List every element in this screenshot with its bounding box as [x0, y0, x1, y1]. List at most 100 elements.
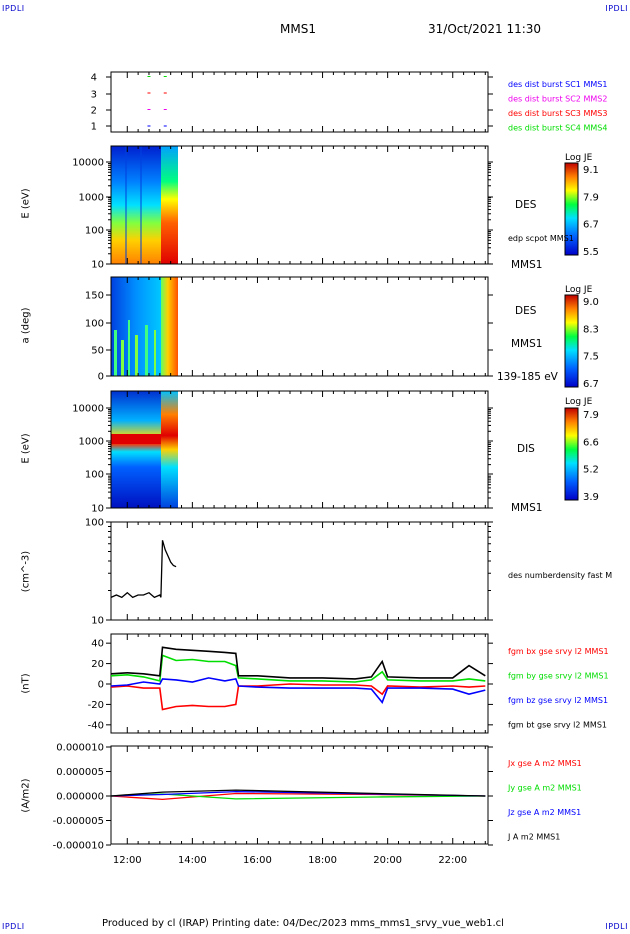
- des-pitch-spacecraft-label: MMS1: [511, 338, 543, 350]
- y-tick-label: 0.000005: [56, 767, 104, 778]
- x-tick-label: 20:00: [373, 855, 402, 866]
- dis-energy-colorbar-title: Log JE: [565, 397, 593, 407]
- density-series-label: des numberdensity fast M: [508, 571, 613, 580]
- x-tick-label: 14:00: [178, 855, 207, 866]
- footer-info: Produced by cl (IRAP) Printing date: 04/…: [102, 918, 504, 929]
- x-tick-label: 22:00: [438, 855, 467, 866]
- y-title-dis-energy: E (eV): [20, 433, 32, 464]
- y-tick-label: 100: [85, 319, 104, 330]
- colorbar-tick-label: 7.9: [583, 410, 599, 421]
- y-tick-label: -20: [88, 700, 104, 711]
- y-tick-label: 10: [91, 260, 104, 271]
- y-tick-label: 150: [85, 291, 104, 302]
- bfield-line: [110, 677, 486, 704]
- colorbar-tick-label: 8.3: [583, 324, 599, 335]
- y-tick-label: 40: [91, 639, 104, 650]
- y-tick-label: -40: [88, 720, 104, 731]
- y-tick-label: 100: [85, 470, 104, 481]
- des-energy-colorbar-title: Log JE: [565, 153, 593, 163]
- y-title-magnetic-field: (nT): [20, 673, 32, 694]
- y-tick-label: -0.000005: [53, 816, 104, 827]
- bfield-legend-entry: fgm bx gse srvy l2 MMS1: [508, 647, 609, 656]
- y-tick-label: 3: [91, 90, 97, 101]
- des-pitch-spectrogram: [111, 277, 178, 376]
- colorbar-tick-label: 9.1: [583, 165, 599, 176]
- colorbar: [564, 407, 579, 501]
- density-line: [110, 540, 177, 599]
- y-tick-label: 50: [91, 346, 104, 357]
- y-tick-label: 1: [91, 122, 97, 133]
- y-tick-label: 0: [98, 680, 104, 691]
- y-tick-label: 10000: [72, 158, 104, 169]
- colorbar-tick-label: 6.7: [583, 379, 599, 390]
- colorbar-tick-label: 5.2: [583, 465, 599, 476]
- y-tick-label: 0.000010: [56, 743, 104, 754]
- colorbar-tick-label: 6.6: [583, 437, 599, 448]
- des-pitch-energy-range-label: 139-185 eV: [497, 371, 558, 383]
- y-tick-label: 10000: [72, 404, 104, 415]
- y-title-des-pitch: a (deg): [20, 307, 32, 344]
- burst-legend-entry: des dist burst SC4 MMS4: [508, 124, 607, 133]
- panel-frame: [110, 745, 489, 845]
- colorbar-tick-label: 5.5: [583, 247, 599, 258]
- des-energy-spectrogram: [111, 146, 178, 264]
- panel-frame: [110, 145, 489, 265]
- y-tick-label: 20: [91, 659, 104, 670]
- y-title-density: (cm^-3): [20, 550, 32, 593]
- y-tick-label: 0: [98, 372, 104, 383]
- des-energy-instrument-label: DES: [515, 199, 537, 211]
- bfield-line: [110, 646, 486, 680]
- burst-legend-entry: des dist burst SC1 MMS1: [508, 80, 607, 89]
- colorbar-tick-label: 7.9: [583, 192, 599, 203]
- y-tick-label: 10: [91, 616, 104, 627]
- des-pitch-colorbar-title: Log JE: [565, 285, 593, 295]
- current-line: [110, 789, 486, 797]
- y-title-current-density: (A/m2): [20, 778, 32, 813]
- panel-frame: [110, 71, 489, 133]
- panel-frame: [110, 521, 489, 621]
- dis-energy-instrument-label: DIS: [517, 443, 535, 455]
- colorbar: [564, 162, 579, 256]
- y-tick-label: 100: [85, 518, 104, 529]
- corner-label-top-right: IPDLI: [605, 4, 628, 13]
- des-pitch-instrument-label: DES: [515, 305, 537, 317]
- y-tick-label: 1000: [79, 437, 104, 448]
- x-tick-label: 12:00: [113, 855, 142, 866]
- colorbar-tick-label: 7.5: [583, 352, 599, 363]
- burst-legend-entry: des dist burst SC2 MMS2: [508, 95, 607, 104]
- corner-label-bottom-left: IPDLI: [2, 922, 25, 931]
- colorbar-tick-label: 9.0: [583, 297, 599, 308]
- current-legend-entry: Jx gse A m2 MMS1: [507, 759, 582, 768]
- colorbar-tick-label: 6.7: [583, 220, 599, 231]
- current-legend-entry: Jz gse A m2 MMS1: [507, 808, 581, 817]
- y-tick-label: 10: [91, 504, 104, 515]
- y-tick-label: 4: [91, 73, 97, 84]
- colorbar: [564, 294, 579, 388]
- current-legend-entry: Jy gse A m2 MMS1: [507, 784, 582, 793]
- panel-frame: [110, 390, 489, 509]
- y-tick-label: -0.000010: [53, 841, 104, 852]
- y-tick-label: 0.000000: [56, 792, 104, 803]
- bfield-legend-entry: fgm by gse srvy l2 MMS1: [508, 672, 609, 681]
- dis-energy-spacecraft-label: MMS1: [511, 502, 543, 514]
- des-energy-scpot-label: edp scpot MMS1: [508, 234, 574, 243]
- dis-energy-spectrogram: [111, 391, 178, 508]
- y-title-des-energy: E (eV): [20, 188, 32, 219]
- panel-frame: [110, 276, 489, 377]
- burst-legend-entry: des dist burst SC3 MMS3: [508, 109, 607, 118]
- colorbar-tick-label: 3.9: [583, 492, 599, 503]
- spacecraft-title: MMS1: [280, 22, 316, 36]
- corner-label-bottom-right: IPDLI: [605, 922, 628, 931]
- current-legend-entry: J A m2 MMS1: [507, 833, 560, 842]
- y-tick-label: 100: [85, 226, 104, 237]
- corner-label-top-left: IPDLI: [2, 4, 25, 13]
- datetime-title: 31/Oct/2021 11:30: [428, 22, 542, 36]
- y-tick-label: 1000: [79, 193, 104, 204]
- des-energy-spacecraft-label: MMS1: [511, 259, 543, 271]
- x-tick-label: 18:00: [308, 855, 337, 866]
- bfield-legend-entry: fgm bt gse srvy l2 MMS1: [508, 721, 607, 730]
- x-tick-label: 16:00: [243, 855, 272, 866]
- bfield-legend-entry: fgm bz gse srvy l2 MMS1: [508, 696, 608, 705]
- y-tick-label: 2: [91, 106, 97, 117]
